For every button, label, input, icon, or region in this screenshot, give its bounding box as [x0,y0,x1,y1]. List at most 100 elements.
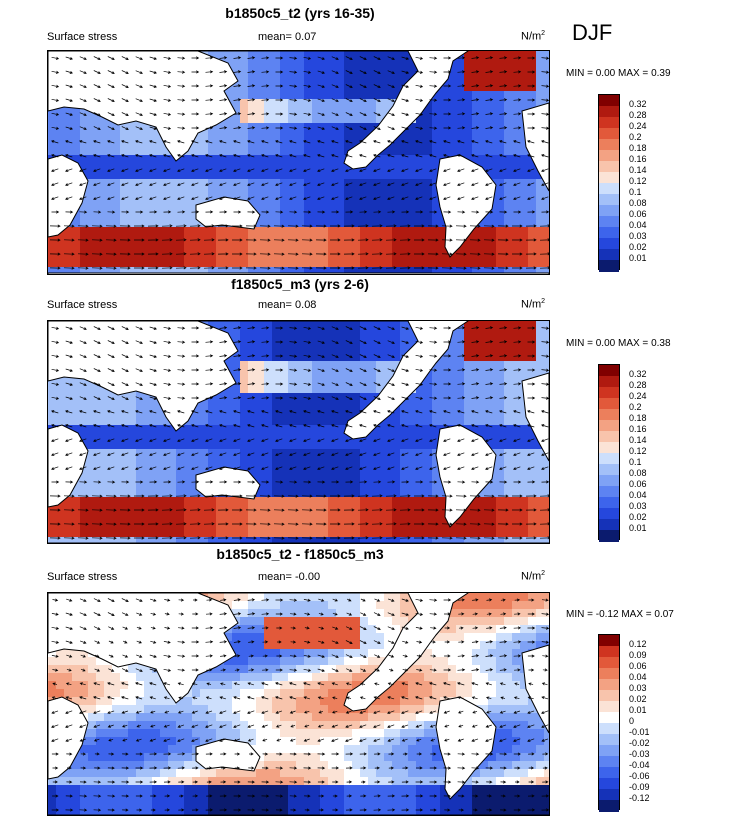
panel-2-mean-value: 0.08 [295,299,317,311]
colorbar-label: -0.02 [629,738,650,748]
panel-1-max-label: MAX = [617,68,649,79]
panel-2-max-value: 0.38 [651,338,671,349]
colorbar-swatch [599,106,619,118]
colorbar-swatch [599,800,619,812]
colorbar-swatch [599,712,619,724]
panel-1-units-sup: 2 [541,30,546,37]
panel-3-colorbar: 0.12 0.09 0.06 0.04 0.03 0.02 0.01 0 -0.01 -0.02-… [598,634,650,812]
colorbar-swatch [599,376,619,388]
panel-1-min-value: 0.00 [595,68,616,79]
panel-2-minmax: MIN = 0.00 MAX = 0.38 [566,338,671,349]
colorbar-swatch [599,756,619,768]
panel-3-title: b1850c5_t2 - f1850c5_m3 [216,546,384,562]
colorbar-swatch [599,194,619,206]
panel-2-min-value: 0.00 [595,338,616,349]
colorbar-swatch [599,249,619,261]
colorbar-swatch [599,453,619,465]
panel-2-map-svg [48,321,549,543]
colorbar-swatch [599,398,619,410]
panel-3-max-value: 0.07 [654,609,674,620]
colorbar-label: 0.24 [629,391,647,401]
panel-3-units-text: N/m [521,570,542,583]
panel-1-map [47,50,550,275]
colorbar-swatch [599,635,619,647]
panel-2-title: f1850c5_m3 (yrs 2-6) [231,276,369,292]
panel-3-variable: Surface stress [47,571,118,583]
panel-3-units: N/m2 [521,570,545,583]
colorbar-swatch [599,778,619,790]
colorbar-label: -0.03 [629,749,650,759]
colorbar-swatch [599,519,619,531]
colorbar-swatch [599,95,619,107]
colorbar-label: 0.14 [629,435,647,445]
colorbar-label: 0.12 [629,176,647,186]
colorbar-swatch [599,723,619,735]
colorbar-swatch [599,117,619,129]
colorbar-swatch [599,260,619,272]
colorbar-swatch [599,431,619,443]
panel-3-minmax: MIN = -0.12 MAX = 0.07 [566,609,674,620]
colorbar-label: 0.02 [629,694,647,704]
panel-1-map-svg [48,51,549,274]
colorbar-swatch [599,734,619,746]
colorbar-swatch [599,442,619,454]
colorbar-label: 0.1 [629,187,642,197]
colorbar-swatch [599,420,619,432]
panel-3-min-label: MIN = [566,609,593,620]
colorbar-label: 0.06 [629,479,647,489]
stress-vectors [49,326,549,540]
panel-2-units-text: N/m [521,298,542,311]
colorbar-swatch [599,139,619,151]
colorbar-swatch [599,128,619,140]
colorbar-swatch [599,646,619,658]
colorbar-label: 0.2 [629,132,642,142]
colorbar-box [598,94,620,272]
colorbar-swatch [599,409,619,421]
panel-2-min-label: MIN = [566,338,593,349]
colorbar-swatch [599,497,619,509]
colorbar-swatch [599,205,619,217]
colorbar-label: 0.16 [629,154,647,164]
colorbar-swatch [599,464,619,476]
colorbar-swatch [599,530,619,542]
colorbar-swatch [599,216,619,228]
panel-1-mean-label: mean= [258,31,292,43]
colorbar-label: 0.18 [629,143,647,153]
colorbar-swatch [599,183,619,195]
panel-1-min-label: MIN = [566,68,593,79]
colorbar-label: 0.32 [629,99,647,109]
panel-2-max-label: MAX = [617,338,649,349]
colorbar-label: -0.06 [629,771,650,781]
colorbar-swatch [599,150,619,162]
colorbar-label: 0.01 [629,253,647,263]
season-label: DJF [572,20,613,45]
colorbar-label: -0.04 [629,760,650,770]
panel-3-map [47,592,550,816]
colorbar-swatch [599,161,619,173]
panel-1-colorbar: 0.32 0.28 0.24 0.2 0.18 0.16 0.14 0.12 0.1 0.08 0.… [598,94,647,272]
colorbar-label: 0.08 [629,198,647,208]
land-masses [48,321,549,543]
colorbar-swatch [599,486,619,498]
colorbar-label: 0.03 [629,683,647,693]
colorbar-label: 0.08 [629,468,647,478]
colorbar-swatch [599,365,619,377]
colorbar-label: 0.06 [629,661,647,671]
colorbar-label: -0.12 [629,793,650,803]
colorbar-label: 0.01 [629,705,647,715]
colorbar-label: 0 [629,716,635,726]
colorbar-label: 0.04 [629,672,647,682]
colorbar-label: 0.32 [629,369,647,379]
panel-2-units-sup: 2 [541,298,546,305]
colorbar-label: 0.04 [629,490,647,500]
panel-1-units-text: N/m [521,30,542,43]
colorbar-swatch [599,508,619,520]
colorbar-label: 0.14 [629,165,647,175]
colorbar-label: 0.03 [629,231,647,241]
colorbar-label: 0.28 [629,110,647,120]
colorbar-label: 0.02 [629,242,647,252]
colorbar-swatch [599,387,619,399]
panel-1-mean-value: 0.07 [295,31,317,43]
panel-3-units-sup: 2 [541,570,546,577]
panel-2-mean-label: mean= [258,299,292,311]
